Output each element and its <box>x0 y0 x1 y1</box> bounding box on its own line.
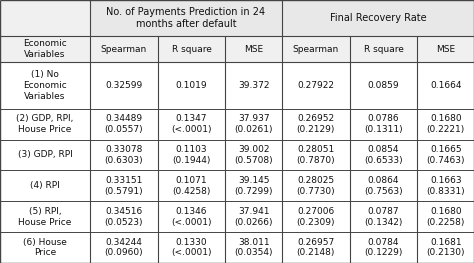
Text: 37.941
(0.0266): 37.941 (0.0266) <box>235 207 273 226</box>
Text: Final Recovery Rate: Final Recovery Rate <box>330 13 426 23</box>
Text: 0.1664: 0.1664 <box>430 81 462 90</box>
Text: (2) GDP, RPI,
House Price: (2) GDP, RPI, House Price <box>16 114 73 134</box>
Text: MSE: MSE <box>436 45 455 54</box>
Text: 0.1680
(0.2258): 0.1680 (0.2258) <box>427 207 465 226</box>
Text: (3) GDP, RPI: (3) GDP, RPI <box>18 150 73 159</box>
Text: R square: R square <box>172 45 211 54</box>
Text: 38.011
(0.0354): 38.011 (0.0354) <box>235 238 273 257</box>
Text: 0.0859: 0.0859 <box>368 81 400 90</box>
Text: (1) No
Economic
Variables: (1) No Economic Variables <box>23 70 67 101</box>
Text: 0.1346
(<.0001): 0.1346 (<.0001) <box>171 207 212 226</box>
Text: 0.1665
(0.7463): 0.1665 (0.7463) <box>427 145 465 165</box>
Text: 39.002
(0.5708): 39.002 (0.5708) <box>234 145 273 165</box>
Text: (5) RPI,
House Price: (5) RPI, House Price <box>18 207 72 226</box>
Text: 39.372: 39.372 <box>238 81 269 90</box>
Text: 0.1019: 0.1019 <box>176 81 207 90</box>
Text: R square: R square <box>364 45 403 54</box>
Text: No. of Payments Prediction in 24
months after default: No. of Payments Prediction in 24 months … <box>106 7 265 29</box>
Text: 0.1663
(0.8331): 0.1663 (0.8331) <box>427 176 465 196</box>
Text: 37.937
(0.0261): 37.937 (0.0261) <box>235 114 273 134</box>
Text: 0.1680
(0.2221): 0.1680 (0.2221) <box>427 114 465 134</box>
Text: 0.34516
(0.0523): 0.34516 (0.0523) <box>105 207 143 226</box>
Text: 0.0864
(0.7563): 0.0864 (0.7563) <box>364 176 403 196</box>
Text: (4) RPI: (4) RPI <box>30 181 60 190</box>
Text: 0.1347
(<.0001): 0.1347 (<.0001) <box>171 114 212 134</box>
Text: 0.32599: 0.32599 <box>105 81 142 90</box>
Bar <box>0 0 474 36</box>
Text: 0.0854
(0.6533): 0.0854 (0.6533) <box>364 145 403 165</box>
Text: Economic
Variables: Economic Variables <box>23 39 67 59</box>
Text: 0.1071
(0.4258): 0.1071 (0.4258) <box>173 176 210 196</box>
Text: 0.0784
(0.1229): 0.0784 (0.1229) <box>365 238 403 257</box>
Text: 0.28025
(0.7730): 0.28025 (0.7730) <box>297 176 335 196</box>
Text: 0.1103
(0.1944): 0.1103 (0.1944) <box>173 145 210 165</box>
Text: 0.28051
(0.7870): 0.28051 (0.7870) <box>297 145 335 165</box>
Text: Spearman: Spearman <box>293 45 339 54</box>
Text: 0.34489
(0.0557): 0.34489 (0.0557) <box>104 114 143 134</box>
Text: 0.27922: 0.27922 <box>297 81 334 90</box>
Text: 0.1681
(0.2130): 0.1681 (0.2130) <box>427 238 465 257</box>
Text: 0.26952
(0.2129): 0.26952 (0.2129) <box>297 114 335 134</box>
Text: 0.33151
(0.5791): 0.33151 (0.5791) <box>104 176 143 196</box>
Text: 0.0786
(0.1311): 0.0786 (0.1311) <box>364 114 403 134</box>
Bar <box>0 62 474 263</box>
Text: (6) House
Price: (6) House Price <box>23 238 67 257</box>
Text: 0.34244
(0.0960): 0.34244 (0.0960) <box>104 238 143 257</box>
Text: 0.1330
(<.0001): 0.1330 (<.0001) <box>171 238 212 257</box>
Bar <box>0 36 474 62</box>
Text: 0.33078
(0.6303): 0.33078 (0.6303) <box>104 145 143 165</box>
Text: 0.0787
(0.1342): 0.0787 (0.1342) <box>365 207 403 226</box>
Bar <box>0 0 90 36</box>
Text: 0.26957
(0.2148): 0.26957 (0.2148) <box>297 238 335 257</box>
Text: MSE: MSE <box>244 45 263 54</box>
Text: Spearman: Spearman <box>100 45 147 54</box>
Text: 0.27006
(0.2309): 0.27006 (0.2309) <box>297 207 335 226</box>
Text: 39.145
(0.7299): 39.145 (0.7299) <box>235 176 273 196</box>
